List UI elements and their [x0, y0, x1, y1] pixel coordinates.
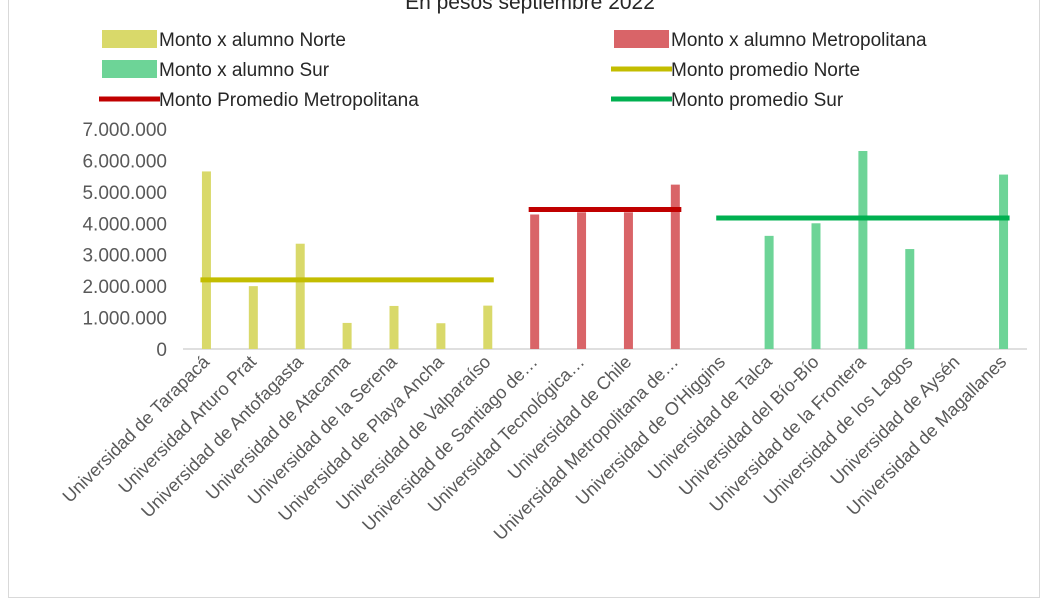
- bars: [201, 151, 1009, 349]
- bar: [670, 184, 680, 349]
- legend-swatch: [614, 30, 669, 48]
- y-tick-label: 1.000.000: [82, 309, 167, 330]
- bar: [577, 212, 587, 349]
- legend: Monto x alumno Norte Monto x alumno Metro…: [99, 30, 927, 111]
- bar: [858, 151, 868, 349]
- bar-line-chart: En pesos septiembre 2022 Monto x alumno …: [59, 0, 1027, 544]
- bar: [295, 243, 305, 349]
- y-tick-label: 7.000.000: [82, 120, 167, 141]
- bar: [483, 305, 493, 349]
- legend-label: Monto promedio Norte: [671, 60, 860, 81]
- average-lines: [200, 206, 1010, 283]
- legend-swatch: [102, 30, 157, 48]
- chart-title: En pesos septiembre 2022: [405, 0, 655, 14]
- y-tick-label: 4.000.000: [82, 214, 167, 235]
- chart-area: En pesos septiembre 2022 Monto x alumno …: [8, 0, 1040, 598]
- legend-label: Monto promedio Sur: [671, 90, 844, 111]
- bar: [999, 174, 1009, 349]
- legend-swatch: [102, 60, 157, 78]
- y-tick-label: 3.000.000: [82, 246, 167, 267]
- bar: [201, 171, 211, 349]
- y-tick-label: 0: [156, 340, 167, 361]
- y-tick-label: 6.000.000: [82, 151, 167, 172]
- bar: [389, 305, 399, 349]
- legend-label: Monto x alumno Sur: [159, 60, 330, 81]
- bar: [436, 323, 446, 349]
- bar: [342, 322, 352, 349]
- y-axis: 0 1.000.000 2.000.000 3.000.000 4.000.000 5.0…: [82, 120, 167, 361]
- bar: [248, 286, 258, 349]
- bar: [530, 214, 540, 349]
- bar: [905, 249, 915, 349]
- legend-label: Monto x alumno Metropolitana: [671, 30, 927, 51]
- bar: [623, 212, 633, 349]
- y-tick-label: 5.000.000: [82, 183, 167, 204]
- bar: [764, 235, 774, 349]
- legend-label: Monto Promedio Metropolitana: [159, 90, 419, 111]
- y-tick-label: 2.000.000: [82, 277, 167, 298]
- legend-label: Monto x alumno Norte: [159, 30, 346, 51]
- bar: [811, 223, 821, 349]
